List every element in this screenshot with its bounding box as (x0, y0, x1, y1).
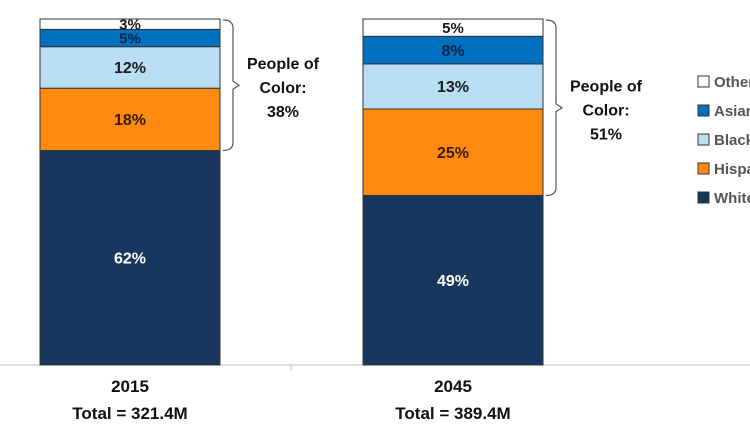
brace (545, 19, 564, 197)
bar-segment-other-2015 (39, 18, 221, 30)
legend-label: Other (714, 74, 750, 91)
annotation-text: Color: (259, 80, 306, 97)
annotation-text: People of (570, 79, 643, 96)
legend-label: Asian (714, 103, 750, 120)
data-label: 49% (437, 273, 469, 290)
bar-segment-hispanic-2045 (362, 108, 544, 196)
bar-segment-white-2045 (362, 194, 544, 366)
data-label: 5% (119, 30, 141, 47)
annotation-text: People of (247, 56, 320, 73)
x-tick-label: 2045 (434, 377, 472, 396)
legend-swatch-black (697, 133, 710, 146)
bar-segment-other-2045 (362, 18, 544, 37)
legend-label: Hispanic (714, 161, 750, 178)
annotation-text: 38% (267, 104, 299, 121)
data-label: 12% (114, 60, 146, 77)
data-label: 25% (437, 145, 469, 162)
annotation-text: 51% (590, 127, 622, 144)
legend-swatch-white (697, 191, 710, 204)
data-label: 18% (114, 112, 146, 129)
legend-label: White (714, 190, 750, 207)
legend-swatch-hispanic (697, 162, 710, 175)
legend-label: Black (714, 132, 750, 149)
bar-segment-white-2015 (39, 149, 221, 366)
bar-segment-black-2045 (362, 63, 544, 110)
category-subtitle: Total = 321.4M (72, 404, 187, 423)
bar-segment-asian-2045 (362, 35, 544, 65)
brace (222, 19, 241, 152)
data-label: 5% (442, 20, 464, 37)
legend-swatch-asian (697, 104, 710, 117)
data-label: 3% (119, 17, 141, 34)
bar-segment-black-2015 (39, 46, 221, 89)
category-subtitle: Total = 389.4M (395, 404, 510, 423)
data-label: 13% (437, 79, 469, 96)
data-label: 62% (114, 251, 146, 268)
annotation-text: Color: (582, 103, 629, 120)
data-label: 8% (441, 43, 464, 60)
legend-swatch-other (697, 75, 710, 88)
x-tick-label: 2015 (111, 377, 149, 396)
